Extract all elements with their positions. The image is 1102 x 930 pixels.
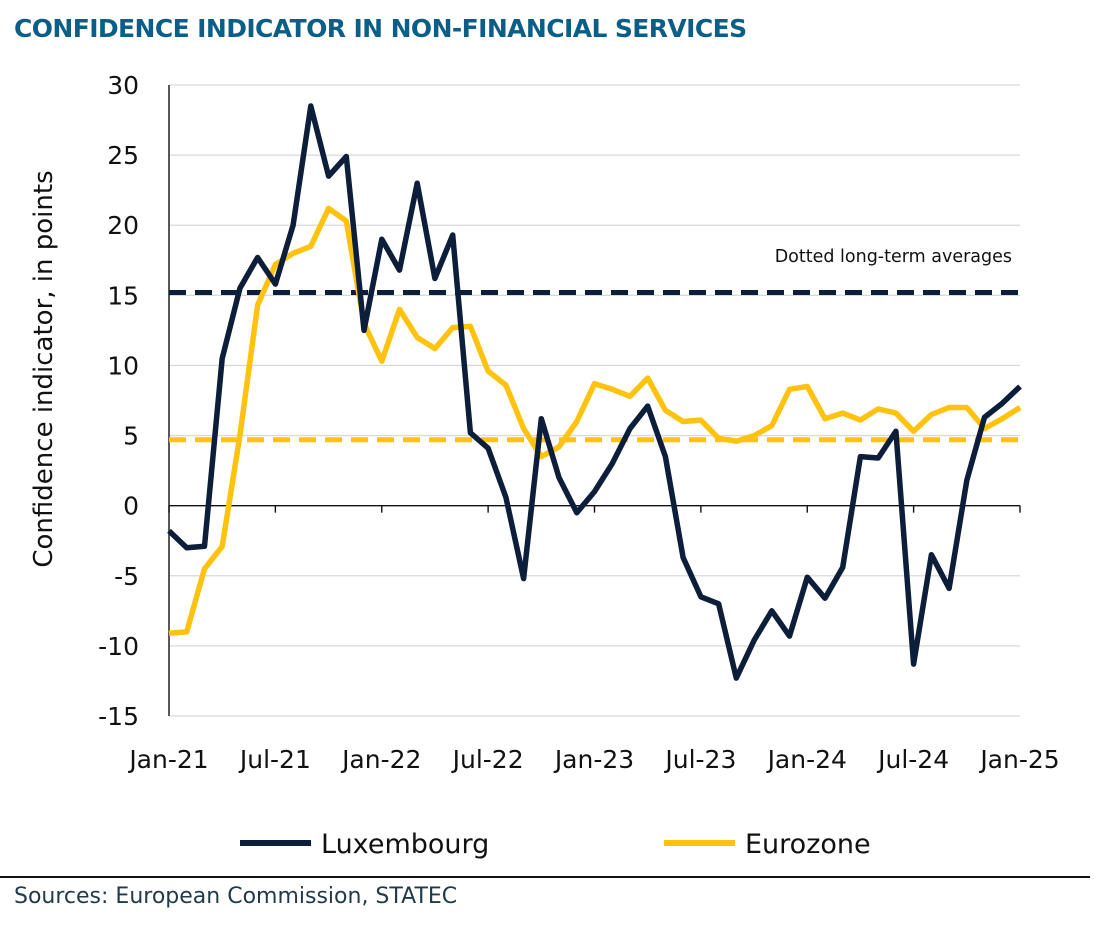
- y-axis-tick-labels: 30 25 20 15 10 5 0 -5 -10 -15: [98, 71, 139, 731]
- y-tick-label: -5: [114, 562, 139, 591]
- legend-label: Eurozone: [745, 829, 871, 860]
- chart-title: CONFIDENCE INDICATOR IN NON-FINANCIAL SE…: [14, 14, 747, 43]
- footer-divider: [0, 876, 1090, 878]
- legend-label: Luxembourg: [321, 829, 489, 860]
- y-axis-label: Confidence indicator, in points: [29, 170, 59, 567]
- sources-note: Sources: European Commission, STATEC: [14, 884, 458, 909]
- y-tick-label: 10: [107, 351, 139, 380]
- y-tick-label: 20: [107, 211, 139, 240]
- y-tick-label: -15: [98, 702, 139, 731]
- long-term-average-lines: [169, 290, 1020, 443]
- y-tick-label: 30: [107, 71, 139, 100]
- series-line-luxembourg: [167, 103, 1022, 681]
- chart-annotation: Dotted long-term averages: [775, 247, 1012, 267]
- x-tick-label: Jul-21: [238, 745, 311, 774]
- series-line-eurozone: [168, 205, 1022, 637]
- x-tick-label: Jul-24: [876, 745, 949, 774]
- y-tick-label: 5: [123, 422, 139, 451]
- gridlines: [169, 84, 1020, 717]
- legend: Luxembourg Eurozone: [240, 829, 871, 860]
- y-tick-label: 0: [123, 492, 139, 521]
- y-tick-label: -10: [98, 632, 139, 661]
- axes: [168, 85, 1020, 716]
- y-tick-label: 15: [107, 281, 139, 310]
- x-tick-label: Jan-24: [766, 745, 847, 774]
- x-tick-label: Jul-22: [451, 745, 524, 774]
- y-tick-label: 25: [107, 141, 139, 170]
- x-tick-label: Jan-25: [978, 745, 1059, 774]
- x-tick-label: Jan-22: [340, 745, 421, 774]
- x-axis-tick-labels: Jan-21 Jul-21 Jan-22 Jul-22 Jan-23 Jul-23 Jan-…: [127, 505, 1060, 774]
- x-tick-label: Jan-21: [127, 745, 208, 774]
- x-tick-label: Jan-23: [553, 745, 634, 774]
- x-tick-label: Jul-23: [663, 745, 736, 774]
- series-lines: [167, 103, 1022, 681]
